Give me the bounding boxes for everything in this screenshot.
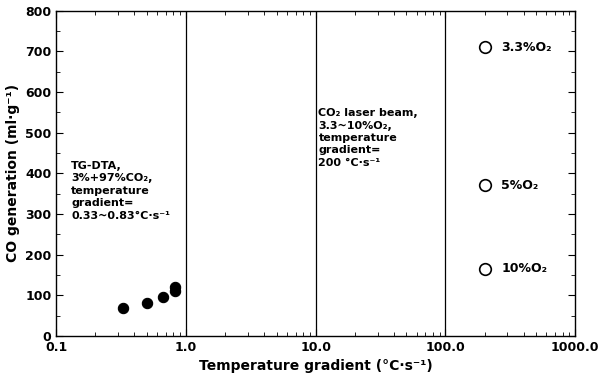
Point xyxy=(480,266,489,272)
Text: 5%O₂: 5%O₂ xyxy=(502,179,538,192)
Text: 3.3%O₂: 3.3%O₂ xyxy=(502,41,552,54)
Point xyxy=(159,294,168,301)
Point xyxy=(142,301,152,307)
Point xyxy=(480,44,489,50)
Text: CO₂ laser beam,
3.3~10%O₂,
temperature
gradient=
200 °C·s⁻¹: CO₂ laser beam, 3.3~10%O₂, temperature g… xyxy=(318,108,418,168)
Point xyxy=(171,288,180,294)
Point xyxy=(480,182,489,188)
Y-axis label: CO generation (ml·g⁻¹): CO generation (ml·g⁻¹) xyxy=(5,84,19,262)
Point xyxy=(119,304,128,310)
Text: TG-DTA,
3%+97%CO₂,
temperature
gradient=
0.33~0.83°C·s⁻¹: TG-DTA, 3%+97%CO₂, temperature gradient=… xyxy=(71,161,170,221)
X-axis label: Temperature gradient (°C·s⁻¹): Temperature gradient (°C·s⁻¹) xyxy=(199,359,433,373)
Text: 10%O₂: 10%O₂ xyxy=(502,262,548,276)
Point xyxy=(171,284,180,290)
